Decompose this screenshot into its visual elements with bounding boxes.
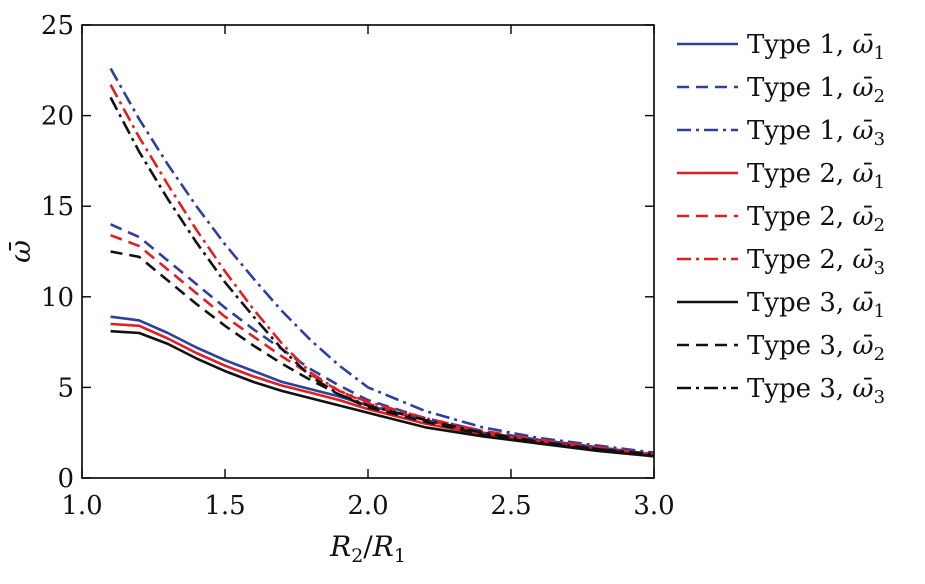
plot-area xyxy=(109,67,654,458)
legend-label-6: Type 2, ω̄3 xyxy=(747,245,885,279)
y-tick-label: 5 xyxy=(57,373,74,403)
y-tick-label: 15 xyxy=(41,192,74,222)
x-tick-label: 2.5 xyxy=(490,491,531,521)
x-tick-label: 1.0 xyxy=(61,491,102,521)
axes: 1.0 1.5 2.0 2.5 3.0 0 5 10 15 20 25 R2/R1 ω̄ xyxy=(4,11,675,567)
y-tick-label: 0 xyxy=(57,464,74,494)
legend-label-4: Type 2, ω̄1 xyxy=(747,159,885,193)
y-tick-label: 25 xyxy=(41,11,74,41)
legend-label-9: Type 3, ω̄3 xyxy=(747,374,885,408)
series-line-5 xyxy=(110,233,654,456)
legend-label-2: Type 1, ω̄2 xyxy=(747,73,885,107)
y-tick-label: 20 xyxy=(41,102,74,132)
legend: Type 1, ω̄1 Type 1, ω̄2 Type 1, ω̄3 Type 2,… xyxy=(677,30,885,408)
legend-label-7: Type 3, ω̄1 xyxy=(747,288,885,322)
series-line-8 xyxy=(110,250,654,458)
series-line-1 xyxy=(110,315,654,456)
legend-label-5: Type 2, ω̄2 xyxy=(747,202,885,236)
series-line-2 xyxy=(110,223,654,456)
series-line-6 xyxy=(109,84,654,456)
legend-label-3: Type 1, ω̄3 xyxy=(747,116,885,150)
legend-label-1: Type 1, ω̄1 xyxy=(747,30,885,64)
x-axis-title: R2/R1 xyxy=(329,530,406,567)
series-line-3 xyxy=(109,67,654,454)
y-tick-label: 10 xyxy=(41,283,74,313)
y-axis-title: ω̄ xyxy=(4,240,37,263)
x-tick-label: 1.5 xyxy=(204,491,245,521)
x-tick-label: 2.0 xyxy=(347,491,388,521)
series-line-4 xyxy=(110,322,654,456)
series-line-9 xyxy=(109,96,654,456)
legend-label-8: Type 3, ω̄2 xyxy=(747,331,885,365)
x-tick-label: 3.0 xyxy=(633,491,674,521)
